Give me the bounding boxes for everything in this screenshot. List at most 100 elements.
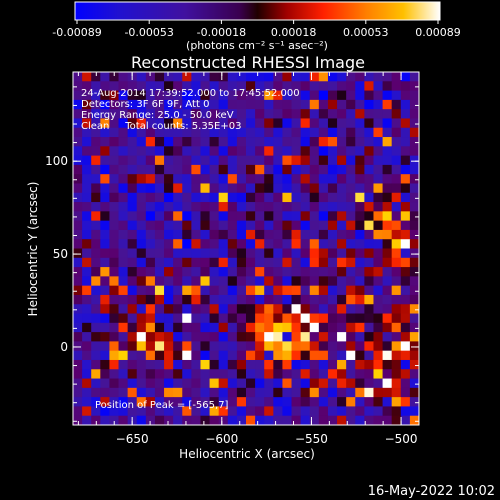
heatmap-cell xyxy=(282,127,292,138)
heatmap-cell xyxy=(291,304,302,314)
heatmap-cell xyxy=(191,313,201,324)
heatmap-cell xyxy=(264,99,274,110)
heatmap-cell xyxy=(173,99,183,110)
heatmap-cell xyxy=(273,127,283,138)
heatmap-cell xyxy=(300,341,311,352)
heatmap-cell xyxy=(109,276,119,287)
heatmap-cell xyxy=(373,72,383,82)
heatmap-cell xyxy=(173,359,183,370)
heatmap-cell xyxy=(209,109,220,119)
heatmap-cell xyxy=(391,127,402,138)
heatmap-cell xyxy=(346,350,356,361)
x-axis-label: Heliocentric X (arcsec) xyxy=(179,447,315,461)
heatmap-cell xyxy=(182,350,192,361)
heatmap-cell xyxy=(145,192,156,203)
heatmap-cell xyxy=(346,164,356,175)
heatmap-cell xyxy=(282,137,292,147)
heatmap-cell xyxy=(400,294,411,305)
heatmap-cell xyxy=(145,350,156,361)
heatmap-cell xyxy=(282,359,292,370)
heatmap-cell xyxy=(227,294,238,305)
heatmap-cell xyxy=(73,378,83,389)
heatmap-cell xyxy=(300,211,311,222)
heatmap-cell xyxy=(337,285,347,296)
heatmap-cell xyxy=(309,285,320,296)
heatmap-cell xyxy=(164,378,174,389)
heatmap-cell xyxy=(73,229,83,240)
heatmap-cell xyxy=(409,397,419,407)
heatmap-cell xyxy=(164,397,174,407)
heatmap-cell xyxy=(327,183,338,194)
heatmap-cell xyxy=(255,369,265,379)
heatmap-cell xyxy=(318,397,329,407)
heatmap-cell xyxy=(127,146,138,157)
heatmap-cell xyxy=(355,350,365,361)
heatmap-cell xyxy=(309,202,320,212)
heatmap-cell xyxy=(364,322,374,333)
heatmap-cell xyxy=(209,137,220,147)
heatmap-cell xyxy=(327,378,338,389)
heatmap-cell xyxy=(355,72,365,82)
heatmap-cell xyxy=(264,118,274,129)
heatmap-cell xyxy=(264,387,274,398)
heatmap-cell xyxy=(236,397,247,407)
heatmap-cell xyxy=(209,285,220,296)
heatmap-cell xyxy=(255,72,265,82)
heatmap-cell xyxy=(136,127,147,138)
heatmap-cell xyxy=(273,294,283,305)
heatmap-cell xyxy=(318,313,329,324)
heatmap-cell xyxy=(154,378,165,389)
heatmap-cell xyxy=(182,174,192,184)
heatmap-cell xyxy=(409,257,419,268)
heatmap-cell xyxy=(327,332,338,342)
heatmap-cell xyxy=(227,267,238,277)
heatmap-cell xyxy=(300,397,311,407)
heatmap-cell xyxy=(309,387,320,398)
heatmap-cell xyxy=(127,164,138,175)
heatmap-cell xyxy=(327,155,338,166)
heatmap-cell xyxy=(391,257,402,268)
heatmap-cell xyxy=(246,341,256,352)
heatmap-cell xyxy=(337,174,347,184)
heatmap-cell xyxy=(73,369,83,379)
heatmap-cell xyxy=(82,174,92,184)
heatmap-cell xyxy=(136,81,147,91)
heatmap-cell xyxy=(246,369,256,379)
heatmap-cell xyxy=(127,90,138,101)
heatmap-cell xyxy=(200,304,210,314)
heatmap-cell xyxy=(109,359,119,370)
heatmap-cell xyxy=(327,211,338,222)
heatmap-cell xyxy=(246,248,256,259)
heatmap-cell xyxy=(154,248,165,259)
heatmap-cell xyxy=(127,387,138,398)
heatmap-cell xyxy=(264,369,274,379)
heatmap-cell xyxy=(227,304,238,314)
heatmap-cell xyxy=(209,341,220,352)
heatmap-cell xyxy=(246,313,256,324)
heatmap-cell xyxy=(118,109,129,119)
heatmap-cell xyxy=(109,285,119,296)
heatmap-cell xyxy=(227,369,238,379)
heatmap-cell xyxy=(136,267,147,277)
heatmap-cell xyxy=(246,257,256,268)
heatmap-cell xyxy=(382,341,393,352)
heatmap-cell xyxy=(118,267,129,277)
y-axis-tick-labels: 0 50 100 xyxy=(45,154,68,354)
heatmap-cell xyxy=(164,322,174,333)
heatmap-cell xyxy=(246,127,256,138)
heatmap-cell xyxy=(300,127,311,138)
heatmap-cell xyxy=(273,109,283,119)
heatmap-cell xyxy=(82,350,92,361)
heatmap-cell xyxy=(154,118,165,129)
heatmap-cell xyxy=(291,229,302,240)
heatmap-cell xyxy=(218,137,229,147)
heatmap-cell xyxy=(391,397,402,407)
heatmap-cell xyxy=(246,267,256,277)
heatmap-cell xyxy=(246,164,256,175)
y-axis-label: Heliocentric Y (arcsec) xyxy=(26,182,40,317)
heatmap-cell xyxy=(264,359,274,370)
heatmap-cell xyxy=(82,202,92,212)
heatmap-cell xyxy=(346,90,356,101)
heatmap-cell xyxy=(173,350,183,361)
heatmap-cell xyxy=(364,341,374,352)
